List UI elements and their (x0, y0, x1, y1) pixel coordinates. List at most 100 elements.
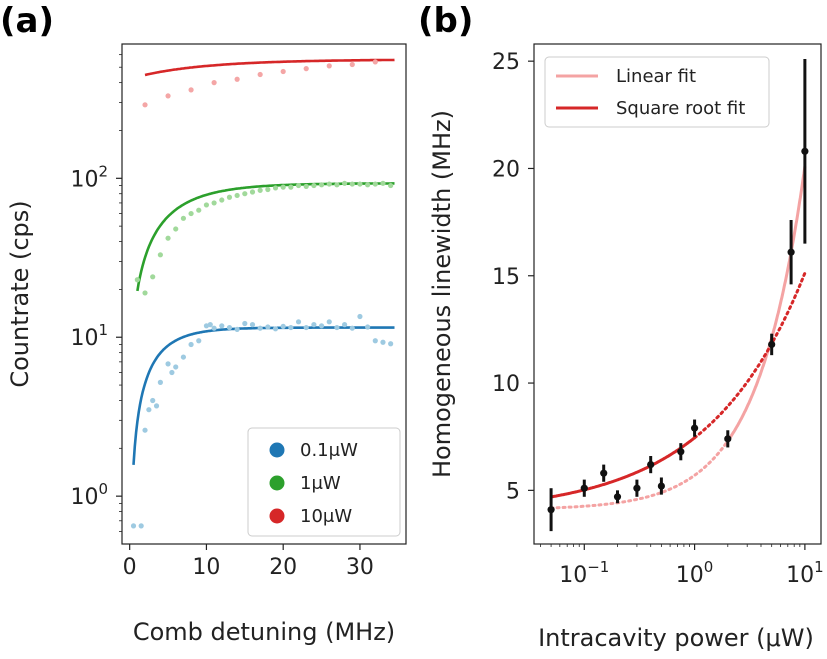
x-tick-label: 101 (786, 558, 824, 588)
linear-fit-dotted (549, 439, 730, 510)
data-point (157, 379, 163, 385)
data-point (380, 180, 386, 186)
x-tick-label: 10−1 (559, 558, 609, 588)
data-point (295, 182, 302, 189)
data-point (311, 182, 317, 189)
data-point (272, 185, 279, 191)
y-tick-label: 10 (492, 372, 520, 397)
data-point (165, 235, 171, 241)
data-point (219, 197, 225, 203)
legend-label: 0.1μW (300, 440, 358, 461)
data-point (349, 325, 355, 331)
panel-b-label: (b) (418, 1, 473, 41)
data-point (142, 290, 148, 296)
data-point (249, 322, 256, 328)
data-point (724, 435, 732, 443)
legend-label: 10μW (300, 506, 352, 527)
data-point (173, 364, 179, 370)
data-point (196, 207, 202, 213)
data-point (326, 181, 332, 187)
data-point (326, 63, 332, 69)
data-point (288, 184, 294, 190)
data-point (372, 59, 378, 65)
data-point (303, 66, 309, 72)
y-tick-label: 20 (492, 157, 520, 182)
data-point (146, 407, 152, 413)
x-tick-label: 20 (269, 555, 297, 580)
fit-curve-1μW (136, 182, 395, 292)
panel-b-fit-curves (549, 166, 807, 510)
data-point (372, 181, 378, 187)
data-point (318, 182, 325, 188)
legend-label: Linear fit (616, 66, 696, 87)
data-point (280, 68, 286, 75)
data-point (600, 469, 608, 477)
y-tick-label: 102 (70, 162, 108, 192)
panel-b-legend-box (544, 56, 770, 128)
data-point (173, 226, 179, 232)
data-point (613, 493, 622, 501)
data-point (265, 186, 271, 193)
panel-a-legend-box (247, 427, 401, 537)
data-point (334, 324, 340, 331)
data-point (226, 194, 233, 200)
data-point (357, 181, 363, 187)
data-point (280, 323, 286, 329)
y-tick-label: 100 (70, 480, 108, 510)
x-tick-label: 30 (346, 555, 374, 580)
fit-curve-10μW (144, 58, 395, 77)
x-tick-label: 10 (192, 555, 220, 580)
panel-a-legend: 0.1μW 1μW 10μW (247, 427, 401, 537)
x-tick-label: 0 (123, 555, 137, 580)
panel-a-ticks (116, 54, 361, 550)
data-point (280, 184, 286, 190)
data-point (203, 202, 210, 208)
legend-marker (269, 442, 285, 458)
data-point (647, 461, 655, 469)
sqrt-fit-solid (550, 436, 696, 499)
panel-a-tick-labels: 0 10 20 30 100 101 102 (70, 162, 373, 580)
data-point (372, 338, 378, 344)
data-point (580, 484, 588, 492)
y-tick-label: 5 (506, 479, 520, 504)
data-point (142, 427, 148, 433)
data-point (169, 369, 175, 376)
data-point (380, 339, 386, 345)
data-point (165, 93, 171, 99)
data-point (677, 448, 685, 456)
data-point (150, 274, 156, 280)
panel-b-ticks (528, 60, 806, 550)
data-point (219, 323, 225, 329)
data-point (801, 147, 809, 155)
data-point (311, 322, 317, 328)
legend-label: Square root fit (616, 98, 745, 119)
data-point (303, 183, 309, 189)
data-point (547, 506, 555, 514)
data-point (334, 182, 340, 188)
data-point (690, 424, 699, 432)
data-point (633, 484, 641, 492)
data-point (134, 277, 140, 283)
data-point (249, 189, 256, 195)
data-point (257, 325, 263, 331)
data-point (272, 326, 279, 332)
data-point (349, 61, 355, 68)
data-point (138, 523, 144, 529)
data-point (196, 338, 202, 344)
data-point (265, 324, 271, 330)
panel-a-data-points (130, 59, 394, 529)
legend-label: 1μW (300, 473, 341, 494)
data-point (242, 320, 248, 327)
panel-b-legend: Linear fit Square root fit (544, 56, 770, 128)
data-point (257, 187, 263, 193)
data-point (226, 324, 233, 331)
data-point (295, 319, 302, 325)
data-point (188, 210, 194, 217)
data-point (388, 182, 394, 189)
data-point (341, 322, 348, 328)
panel-a: (a) 0 10 20 30 100 101 102 Comb detuning (MHz)… (0, 1, 407, 646)
data-point (257, 71, 263, 78)
data-point (657, 482, 665, 490)
